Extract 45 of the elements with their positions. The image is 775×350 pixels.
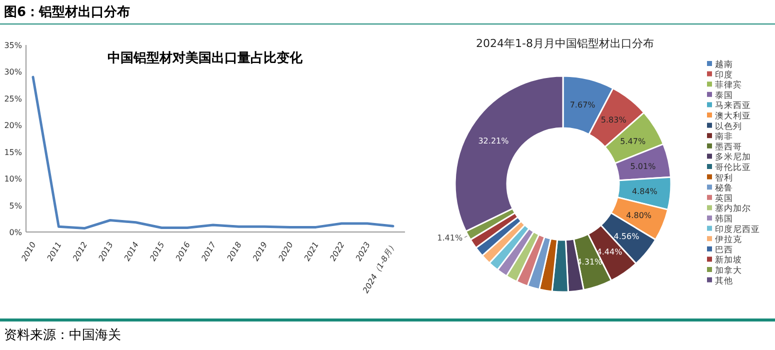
y-tick-label: 5% xyxy=(9,201,22,210)
legend-label: 墨西哥 xyxy=(715,141,742,152)
legend-label: 马来西亚 xyxy=(715,100,751,112)
data-label: 5.01% xyxy=(630,162,656,171)
legend-label: 菲律宾 xyxy=(715,80,742,91)
legend-label: 秘鲁 xyxy=(715,182,733,194)
legend-label: 塞内加尔 xyxy=(715,203,751,214)
y-tick-label: 20% xyxy=(4,121,22,130)
data-label: 5.47% xyxy=(620,137,646,146)
y-tick-label: 25% xyxy=(4,94,22,104)
legend-label: 泰国 xyxy=(715,90,733,101)
legend-label: 哥伦比亚 xyxy=(715,162,751,173)
legend-label: 加拿大 xyxy=(715,265,742,276)
legend-label: 越南 xyxy=(715,59,733,70)
y-tick-label: 10% xyxy=(4,174,22,184)
legend-label: 印度尼西亚 xyxy=(715,224,760,235)
legend-label: 其他 xyxy=(715,275,733,286)
legend-label: 英国 xyxy=(715,192,733,204)
chart-title: 2024年1-8月月中国铝型材出口分布 xyxy=(476,37,654,50)
legend-label: 南非 xyxy=(715,131,733,142)
y-tick-label: 0% xyxy=(9,228,22,237)
data-label: 4.44% xyxy=(596,248,623,257)
caption: 图6：铝型材出口分布 xyxy=(4,5,130,20)
data-label: 1.41% xyxy=(437,233,463,242)
data-label: 4.56% xyxy=(614,232,640,241)
legend-label: 韩国 xyxy=(715,214,733,224)
legend-label: 伊拉克 xyxy=(715,234,742,246)
data-label: 7.67% xyxy=(570,100,596,110)
legend-label: 澳大利亚 xyxy=(715,110,751,122)
y-tick-label: 35% xyxy=(4,41,22,50)
y-tick-label: 15% xyxy=(4,148,22,157)
legend-label: 新加坡 xyxy=(715,254,742,266)
text: 中国铝型材对美国出口量占比变化 xyxy=(108,50,304,66)
legend-label: 以色列 xyxy=(715,120,742,132)
data-label: 4.84% xyxy=(632,187,658,196)
data-label: 5.83% xyxy=(600,115,627,124)
text: 资料来源：中国海关 xyxy=(4,328,121,343)
y-tick-label: 30% xyxy=(4,68,22,77)
line-series xyxy=(32,76,394,230)
data-label: 32.21% xyxy=(478,136,510,146)
legend-label: 巴西 xyxy=(715,245,733,256)
data-label: 4.80% xyxy=(626,211,652,220)
legend-label: 印度 xyxy=(715,69,733,80)
legend-label: 智利 xyxy=(715,172,733,184)
legend-label: 多米尼加 xyxy=(715,152,751,163)
